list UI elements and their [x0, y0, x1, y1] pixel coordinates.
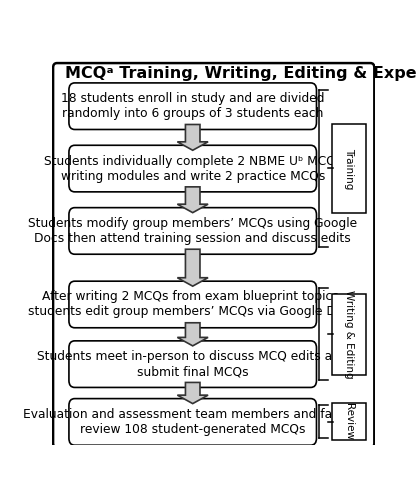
Text: After writing 2 MCQs from exam blueprint topics,
students edit group members’ MC: After writing 2 MCQs from exam blueprint…: [28, 290, 357, 318]
FancyBboxPatch shape: [332, 124, 366, 212]
FancyBboxPatch shape: [69, 146, 317, 192]
Text: Review: Review: [344, 403, 354, 440]
Polygon shape: [177, 323, 208, 346]
Text: Writing & Editing: Writing & Editing: [344, 290, 354, 378]
Polygon shape: [177, 249, 208, 286]
FancyBboxPatch shape: [69, 398, 317, 445]
FancyBboxPatch shape: [69, 208, 317, 254]
FancyBboxPatch shape: [69, 83, 317, 130]
Polygon shape: [177, 124, 208, 150]
Text: Students meet in-person to discuss MCQ edits and
submit final MCQs: Students meet in-person to discuss MCQ e…: [38, 350, 348, 378]
FancyBboxPatch shape: [332, 404, 366, 440]
FancyBboxPatch shape: [69, 281, 317, 328]
Text: Training: Training: [344, 148, 354, 189]
FancyBboxPatch shape: [69, 341, 317, 388]
Polygon shape: [177, 187, 208, 212]
Polygon shape: [177, 382, 208, 404]
FancyBboxPatch shape: [332, 294, 366, 374]
Text: Evaluation and assessment team members and faculty
review 108 student-generated : Evaluation and assessment team members a…: [23, 408, 362, 436]
FancyBboxPatch shape: [53, 63, 374, 448]
Text: Students individually complete 2 NBME Uᵇ MCQ-
writing modules and write 2 practi: Students individually complete 2 NBME Uᵇ…: [44, 154, 341, 182]
Text: 18 students enroll in study and are divided
randomly into 6 groups of 3 students: 18 students enroll in study and are divi…: [61, 92, 324, 120]
Text: Students modify group members’ MCQs using Google
Docs then attend training sessi: Students modify group members’ MCQs usin…: [28, 217, 357, 245]
Text: MCQᵃ Training, Writing, Editing & Expert Review: MCQᵃ Training, Writing, Editing & Expert…: [65, 66, 417, 81]
